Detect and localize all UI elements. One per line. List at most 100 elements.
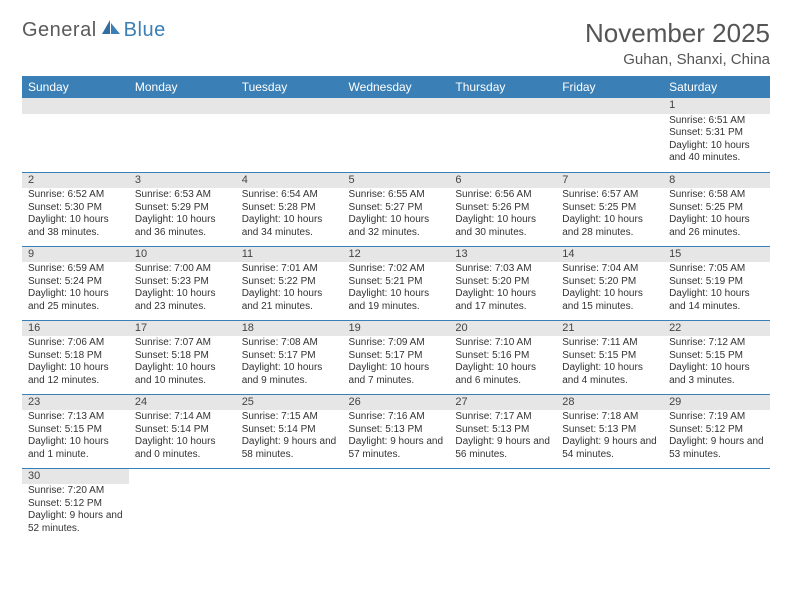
- sunset-text: Sunset: 5:27 PM: [349, 202, 444, 215]
- calendar-week-row: 9Sunrise: 6:59 AMSunset: 5:24 PMDaylight…: [22, 246, 770, 320]
- day-number: 11: [236, 247, 343, 263]
- sunset-text: Sunset: 5:30 PM: [28, 202, 123, 215]
- calendar-cell: 3Sunrise: 6:53 AMSunset: 5:29 PMDaylight…: [129, 172, 236, 246]
- day-number: 3: [129, 173, 236, 189]
- calendar-cell: [449, 468, 556, 542]
- calendar-cell: 26Sunrise: 7:16 AMSunset: 5:13 PMDayligh…: [343, 394, 450, 468]
- calendar-cell: [236, 468, 343, 542]
- day-number: 1: [663, 98, 770, 114]
- daylight-text: Daylight: 10 hours and 1 minute.: [28, 436, 123, 461]
- weekday-header: Thursday: [449, 76, 556, 98]
- day-number: 6: [449, 173, 556, 189]
- sunset-text: Sunset: 5:14 PM: [242, 424, 337, 437]
- title-block: November 2025 Guhan, Shanxi, China: [585, 18, 770, 68]
- day-details: Sunrise: 7:02 AMSunset: 5:21 PMDaylight:…: [343, 262, 450, 315]
- day-number: 5: [343, 173, 450, 189]
- sunrise-text: Sunrise: 7:09 AM: [349, 337, 444, 350]
- weekday-header: Sunday: [22, 76, 129, 98]
- calendar-cell: 18Sunrise: 7:08 AMSunset: 5:17 PMDayligh…: [236, 320, 343, 394]
- day-details: Sunrise: 6:54 AMSunset: 5:28 PMDaylight:…: [236, 188, 343, 241]
- sunset-text: Sunset: 5:18 PM: [28, 350, 123, 363]
- daylight-text: Daylight: 10 hours and 25 minutes.: [28, 288, 123, 313]
- sunset-text: Sunset: 5:23 PM: [135, 276, 230, 289]
- day-number: 9: [22, 247, 129, 263]
- day-number: 15: [663, 247, 770, 263]
- daylight-text: Daylight: 9 hours and 56 minutes.: [455, 436, 550, 461]
- calendar-cell: 30Sunrise: 7:20 AMSunset: 5:12 PMDayligh…: [22, 468, 129, 542]
- sunset-text: Sunset: 5:21 PM: [349, 276, 444, 289]
- sunset-text: Sunset: 5:25 PM: [669, 202, 764, 215]
- calendar-week-row: 2Sunrise: 6:52 AMSunset: 5:30 PMDaylight…: [22, 172, 770, 246]
- day-number: 24: [129, 395, 236, 411]
- weekday-header: Wednesday: [343, 76, 450, 98]
- day-details: Sunrise: 7:16 AMSunset: 5:13 PMDaylight:…: [343, 410, 450, 463]
- day-number-bar: [236, 98, 343, 114]
- sunrise-text: Sunrise: 6:53 AM: [135, 189, 230, 202]
- calendar-cell: 19Sunrise: 7:09 AMSunset: 5:17 PMDayligh…: [343, 320, 450, 394]
- day-number: 10: [129, 247, 236, 263]
- daylight-text: Daylight: 10 hours and 15 minutes.: [562, 288, 657, 313]
- day-details: Sunrise: 7:10 AMSunset: 5:16 PMDaylight:…: [449, 336, 556, 389]
- calendar-cell: 28Sunrise: 7:18 AMSunset: 5:13 PMDayligh…: [556, 394, 663, 468]
- calendar-table: Sunday Monday Tuesday Wednesday Thursday…: [22, 76, 770, 542]
- daylight-text: Daylight: 10 hours and 40 minutes.: [669, 140, 764, 165]
- day-number: 20: [449, 321, 556, 337]
- daylight-text: Daylight: 9 hours and 54 minutes.: [562, 436, 657, 461]
- daylight-text: Daylight: 10 hours and 4 minutes.: [562, 362, 657, 387]
- day-details: Sunrise: 6:53 AMSunset: 5:29 PMDaylight:…: [129, 188, 236, 241]
- sunset-text: Sunset: 5:26 PM: [455, 202, 550, 215]
- sunset-text: Sunset: 5:16 PM: [455, 350, 550, 363]
- calendar-cell: [663, 468, 770, 542]
- calendar-cell: 4Sunrise: 6:54 AMSunset: 5:28 PMDaylight…: [236, 172, 343, 246]
- daylight-text: Daylight: 10 hours and 36 minutes.: [135, 214, 230, 239]
- day-details: Sunrise: 7:05 AMSunset: 5:19 PMDaylight:…: [663, 262, 770, 315]
- daylight-text: Daylight: 9 hours and 53 minutes.: [669, 436, 764, 461]
- daylight-text: Daylight: 10 hours and 10 minutes.: [135, 362, 230, 387]
- sunrise-text: Sunrise: 7:18 AM: [562, 411, 657, 424]
- day-details: Sunrise: 7:11 AMSunset: 5:15 PMDaylight:…: [556, 336, 663, 389]
- day-details: Sunrise: 6:55 AMSunset: 5:27 PMDaylight:…: [343, 188, 450, 241]
- calendar-cell: 13Sunrise: 7:03 AMSunset: 5:20 PMDayligh…: [449, 246, 556, 320]
- calendar-cell: 15Sunrise: 7:05 AMSunset: 5:19 PMDayligh…: [663, 246, 770, 320]
- calendar-cell: [22, 98, 129, 172]
- sunset-text: Sunset: 5:22 PM: [242, 276, 337, 289]
- day-details: Sunrise: 7:01 AMSunset: 5:22 PMDaylight:…: [236, 262, 343, 315]
- sunset-text: Sunset: 5:15 PM: [562, 350, 657, 363]
- sunrise-text: Sunrise: 7:12 AM: [669, 337, 764, 350]
- sunrise-text: Sunrise: 6:51 AM: [669, 115, 764, 128]
- calendar-week-row: 23Sunrise: 7:13 AMSunset: 5:15 PMDayligh…: [22, 394, 770, 468]
- sunrise-text: Sunrise: 7:17 AM: [455, 411, 550, 424]
- calendar-cell: 1Sunrise: 6:51 AMSunset: 5:31 PMDaylight…: [663, 98, 770, 172]
- calendar-cell: 5Sunrise: 6:55 AMSunset: 5:27 PMDaylight…: [343, 172, 450, 246]
- weekday-header: Monday: [129, 76, 236, 98]
- daylight-text: Daylight: 10 hours and 19 minutes.: [349, 288, 444, 313]
- day-details: Sunrise: 6:57 AMSunset: 5:25 PMDaylight:…: [556, 188, 663, 241]
- day-number: 2: [22, 173, 129, 189]
- sunset-text: Sunset: 5:29 PM: [135, 202, 230, 215]
- day-details: Sunrise: 7:03 AMSunset: 5:20 PMDaylight:…: [449, 262, 556, 315]
- daylight-text: Daylight: 10 hours and 12 minutes.: [28, 362, 123, 387]
- calendar-cell: 14Sunrise: 7:04 AMSunset: 5:20 PMDayligh…: [556, 246, 663, 320]
- sunrise-text: Sunrise: 6:55 AM: [349, 189, 444, 202]
- logo-text-1: General: [22, 19, 97, 42]
- day-number: 22: [663, 321, 770, 337]
- sunrise-text: Sunrise: 7:02 AM: [349, 263, 444, 276]
- day-number: 25: [236, 395, 343, 411]
- calendar-cell: 21Sunrise: 7:11 AMSunset: 5:15 PMDayligh…: [556, 320, 663, 394]
- sunrise-text: Sunrise: 7:10 AM: [455, 337, 550, 350]
- sunrise-text: Sunrise: 7:06 AM: [28, 337, 123, 350]
- calendar-week-row: 1Sunrise: 6:51 AMSunset: 5:31 PMDaylight…: [22, 98, 770, 172]
- day-number-bar: [556, 98, 663, 114]
- sunset-text: Sunset: 5:15 PM: [669, 350, 764, 363]
- sunset-text: Sunset: 5:18 PM: [135, 350, 230, 363]
- header: General Blue November 2025 Guhan, Shanxi…: [22, 18, 770, 68]
- day-number: 12: [343, 247, 450, 263]
- sunset-text: Sunset: 5:13 PM: [455, 424, 550, 437]
- sunrise-text: Sunrise: 7:01 AM: [242, 263, 337, 276]
- sunrise-text: Sunrise: 7:03 AM: [455, 263, 550, 276]
- daylight-text: Daylight: 10 hours and 17 minutes.: [455, 288, 550, 313]
- sunrise-text: Sunrise: 7:07 AM: [135, 337, 230, 350]
- calendar-cell: 24Sunrise: 7:14 AMSunset: 5:14 PMDayligh…: [129, 394, 236, 468]
- daylight-text: Daylight: 10 hours and 32 minutes.: [349, 214, 444, 239]
- daylight-text: Daylight: 10 hours and 0 minutes.: [135, 436, 230, 461]
